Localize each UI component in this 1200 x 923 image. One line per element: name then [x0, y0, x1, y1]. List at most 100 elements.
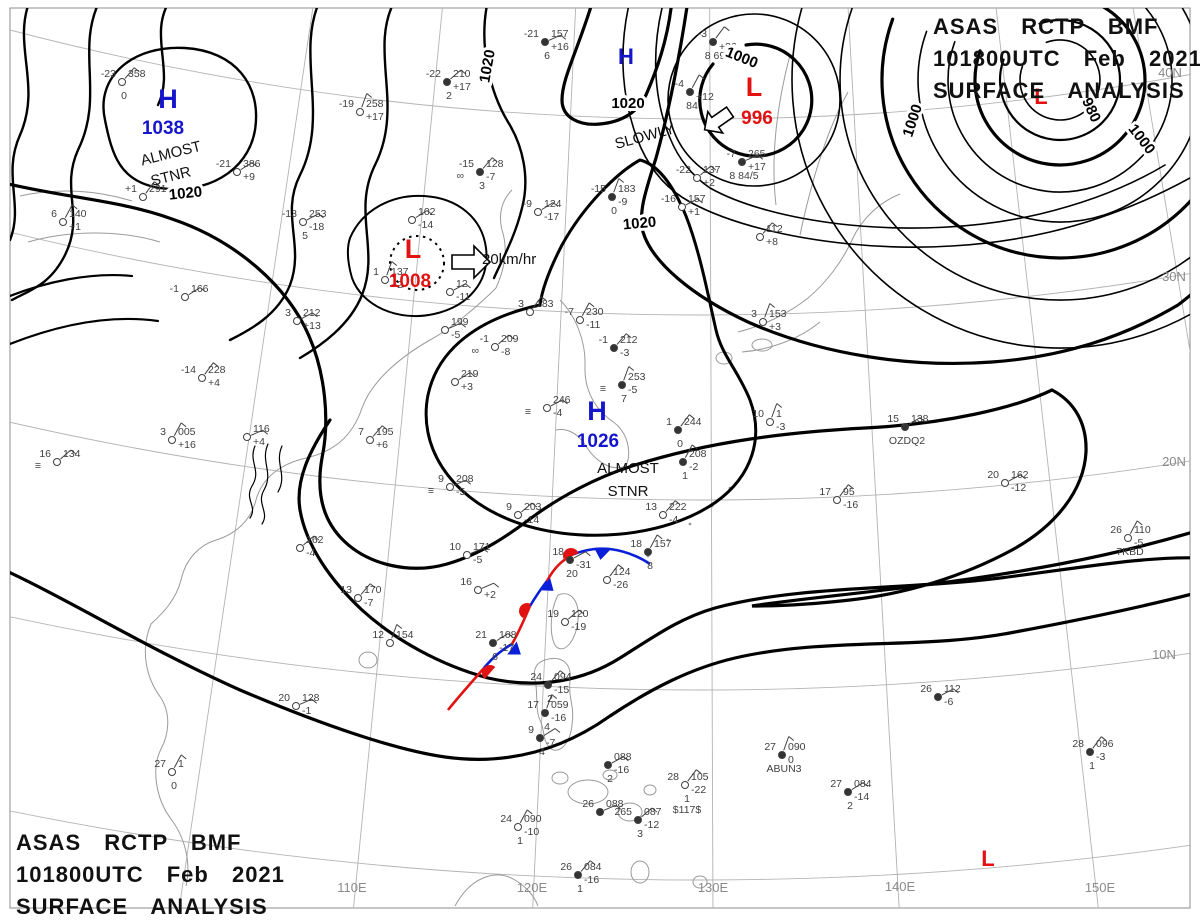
- station-circle-icon: [766, 418, 774, 426]
- station-plot: -7 265+178 84/5: [727, 148, 766, 182]
- station-value: -16: [614, 764, 629, 776]
- station-value: 16: [460, 576, 472, 588]
- wind-barb-icon: [641, 807, 653, 818]
- cold-front-triangle-icon: [539, 577, 554, 591]
- wind-barb-icon: [481, 582, 494, 589]
- station-value: 199: [451, 316, 469, 328]
- map-frame: [9, 7, 1191, 909]
- station-value: 20: [278, 692, 290, 704]
- wind-barb-icon: [250, 429, 263, 436]
- station-value: 137: [703, 164, 721, 176]
- isobar-path: [277, 445, 283, 493]
- station-circle-icon: [474, 586, 482, 594]
- station-circle-icon: [574, 871, 582, 879]
- wind-barb-icon: [521, 502, 533, 513]
- station-circle-icon: [576, 316, 584, 324]
- wind-barb-tick-icon: [769, 303, 776, 308]
- wind-barb-tick-icon: [628, 366, 635, 371]
- station-value: 090: [788, 741, 806, 753]
- station-circle-icon: [292, 702, 300, 710]
- wind-barb-tick-icon: [465, 283, 471, 289]
- station-value: 116: [253, 423, 270, 435]
- station-plot: 12-11: [446, 278, 471, 303]
- station-value: -23: [101, 68, 116, 80]
- station-value: $117$: [673, 804, 702, 816]
- station-circle-icon: [1124, 534, 1132, 542]
- station-circle-icon: [544, 681, 552, 689]
- wind-barb-tick-icon: [1020, 474, 1026, 480]
- station-value: 258: [366, 98, 384, 110]
- station-circle-icon: [608, 193, 616, 201]
- station-plot: 162-4: [296, 534, 324, 559]
- wind-barb-icon: [303, 535, 315, 546]
- wind-barb-icon: [453, 479, 466, 486]
- station-value: 138: [911, 413, 929, 425]
- wind-barb-icon: [700, 165, 712, 176]
- station-value: 6: [51, 208, 57, 220]
- wind-barb-tick-icon: [369, 583, 376, 589]
- station-value: 088: [606, 798, 624, 810]
- station-circle-icon: [386, 639, 394, 647]
- station-value: ∞: [457, 170, 465, 182]
- wind-barb-icon: [611, 756, 624, 764]
- station-circle-icon: [534, 208, 542, 216]
- movement-note-text: SLOWLY: [613, 120, 677, 152]
- station-circle-icon: [778, 751, 786, 759]
- isobar-path: [947, 8, 1173, 193]
- station-circle-icon: [463, 551, 471, 559]
- wind-barb-icon: [762, 222, 773, 234]
- wind-barb-tick-icon: [710, 165, 717, 171]
- pressure-center-high-plain: H: [618, 44, 634, 69]
- wind-barb-icon: [532, 296, 542, 309]
- wind-barb-tick-icon: [1136, 520, 1143, 526]
- isobar-path: [298, 8, 393, 360]
- station-value: -15: [591, 183, 606, 195]
- station-value: -1: [302, 705, 311, 717]
- station-value: +17: [366, 111, 384, 123]
- station-value: 3: [637, 828, 643, 840]
- wind-barb-tick-icon: [559, 670, 566, 676]
- pressure-center-value: 996: [741, 108, 773, 129]
- wind-barb-icon: [568, 609, 580, 620]
- meridian-line: [532, 8, 577, 908]
- station-circle-icon: [634, 816, 642, 824]
- station-value: 171: [473, 541, 491, 553]
- pressure-center-value: 1038: [142, 118, 184, 139]
- station-plot: 13 222-4: [645, 500, 687, 526]
- wind-barb-tick-icon: [848, 484, 854, 490]
- isobar-path: [791, 8, 1190, 349]
- station-value: +1: [688, 206, 700, 218]
- station-value: 090: [524, 813, 542, 825]
- station-circle-icon: [491, 343, 499, 351]
- station-circle-icon: [679, 458, 687, 466]
- wind-barb-icon: [124, 67, 135, 79]
- station-value: 386: [243, 158, 261, 170]
- wind-barb-icon: [448, 322, 461, 329]
- station-value: 2: [607, 773, 613, 785]
- wind-barb-tick-icon: [554, 728, 561, 733]
- station-value: -17: [544, 211, 559, 223]
- station-plot: 265 087-123: [614, 806, 661, 840]
- station-circle-icon: [443, 78, 451, 86]
- wind-barb-tick-icon: [623, 756, 629, 762]
- station-value: 096: [1096, 738, 1114, 750]
- station-value: 094: [554, 671, 572, 683]
- station-value: +17: [453, 81, 471, 93]
- station-plot: 3 153+3: [751, 303, 787, 333]
- station-circle-icon: [243, 433, 251, 441]
- station-plot: ≡ 9 208-5: [428, 473, 474, 498]
- wind-barb-tick-icon: [589, 860, 596, 866]
- isobar-path: [156, 8, 168, 107]
- station-plot: ≡ 246-4: [525, 394, 571, 419]
- station-value: 153: [769, 308, 787, 320]
- station-value: -8: [501, 346, 510, 358]
- wind-barb-icon: [550, 670, 561, 682]
- station-plot: 28 096-31: [1072, 736, 1114, 772]
- station-plot: 26 088: [582, 798, 624, 816]
- station-value: -7: [486, 171, 495, 183]
- station-value: 228: [208, 364, 226, 376]
- station-value: -26: [613, 579, 628, 591]
- station-value: 28: [667, 771, 679, 783]
- station-circle-icon: [566, 556, 574, 564]
